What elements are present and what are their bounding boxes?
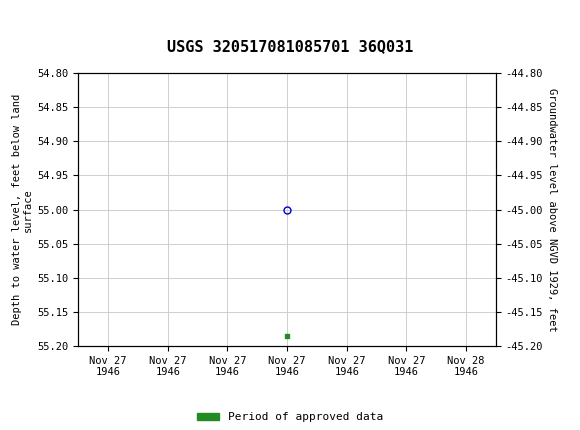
Text: ≡USGS: ≡USGS: [5, 9, 75, 27]
Y-axis label: Groundwater level above NGVD 1929, feet: Groundwater level above NGVD 1929, feet: [548, 88, 557, 332]
Text: USGS 320517081085701 36Q031: USGS 320517081085701 36Q031: [167, 39, 413, 54]
Y-axis label: Depth to water level, feet below land
surface: Depth to water level, feet below land su…: [12, 94, 33, 325]
Legend: Period of approved data: Period of approved data: [197, 412, 383, 422]
